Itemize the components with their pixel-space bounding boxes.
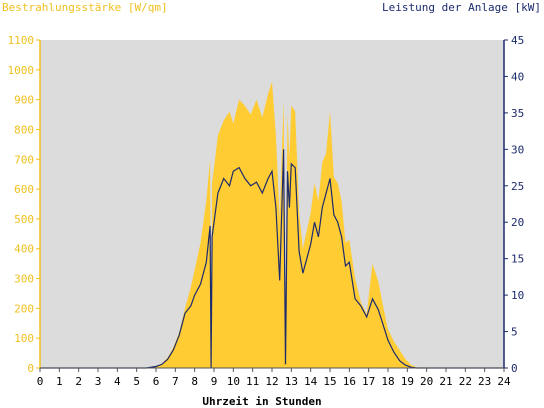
left-tick-label: 0 [27, 362, 34, 375]
left-tick-label: 1100 [8, 34, 35, 47]
x-tick-label: 20 [420, 375, 433, 388]
x-tick-label: 4 [114, 375, 121, 388]
axes-layer [36, 39, 508, 372]
right-tick-label: 0 [511, 362, 518, 375]
left-axis-title: Bestrahlungsstärke [W/qm] [2, 1, 168, 14]
tick-labels-layer: 0100200300400500600700800900100011000510… [8, 34, 525, 388]
x-tick-label: 0 [37, 375, 44, 388]
x-tick-label: 11 [246, 375, 259, 388]
x-tick-label: 8 [191, 375, 198, 388]
power-line-layer [40, 149, 504, 369]
x-tick-label: 15 [323, 375, 336, 388]
right-tick-label: 5 [511, 326, 518, 339]
x-tick-label: 10 [227, 375, 240, 388]
x-tick-label: 14 [304, 375, 318, 388]
x-tick-label: 6 [153, 375, 160, 388]
right-tick-label: 20 [511, 216, 524, 229]
x-tick-label: 9 [211, 375, 218, 388]
left-tick-label: 300 [14, 273, 34, 286]
x-tick-label: 12 [265, 375, 278, 388]
left-tick-label: 700 [14, 153, 34, 166]
right-axis-title: Leistung der Anlage [kW] [382, 1, 541, 14]
right-tick-label: 30 [511, 143, 524, 156]
left-tick-label: 900 [14, 94, 34, 107]
right-tick-label: 45 [511, 34, 524, 47]
power-line [40, 149, 504, 369]
right-tick-label: 15 [511, 253, 524, 266]
right-tick-label: 25 [511, 180, 524, 193]
irradiance-area [40, 81, 504, 368]
x-tick-label: 3 [95, 375, 102, 388]
left-tick-label: 400 [14, 243, 34, 256]
x-tick-label: 21 [439, 375, 452, 388]
x-tick-label: 18 [381, 375, 394, 388]
right-tick-label: 40 [511, 70, 524, 83]
x-tick-label: 22 [459, 375, 472, 388]
left-tick-label: 100 [14, 332, 34, 345]
x-tick-label: 24 [497, 375, 511, 388]
x-tick-label: 5 [133, 375, 140, 388]
irradiance-area-layer [40, 81, 504, 368]
x-tick-label: 7 [172, 375, 179, 388]
left-tick-label: 200 [14, 302, 34, 315]
x-tick-label: 2 [75, 375, 82, 388]
left-tick-label: 1000 [8, 64, 35, 77]
right-tick-label: 35 [511, 107, 524, 120]
x-tick-label: 16 [343, 375, 356, 388]
left-tick-label: 600 [14, 183, 34, 196]
x-tick-label: 19 [401, 375, 414, 388]
x-tick-label: 1 [56, 375, 63, 388]
x-tick-label: 23 [478, 375, 491, 388]
left-tick-label: 500 [14, 213, 34, 226]
right-tick-label: 10 [511, 289, 524, 302]
left-tick-label: 800 [14, 123, 34, 136]
x-tick-label: 17 [362, 375, 375, 388]
x-axis-title: Uhrzeit in Stunden [202, 395, 321, 408]
x-tick-label: 13 [285, 375, 298, 388]
